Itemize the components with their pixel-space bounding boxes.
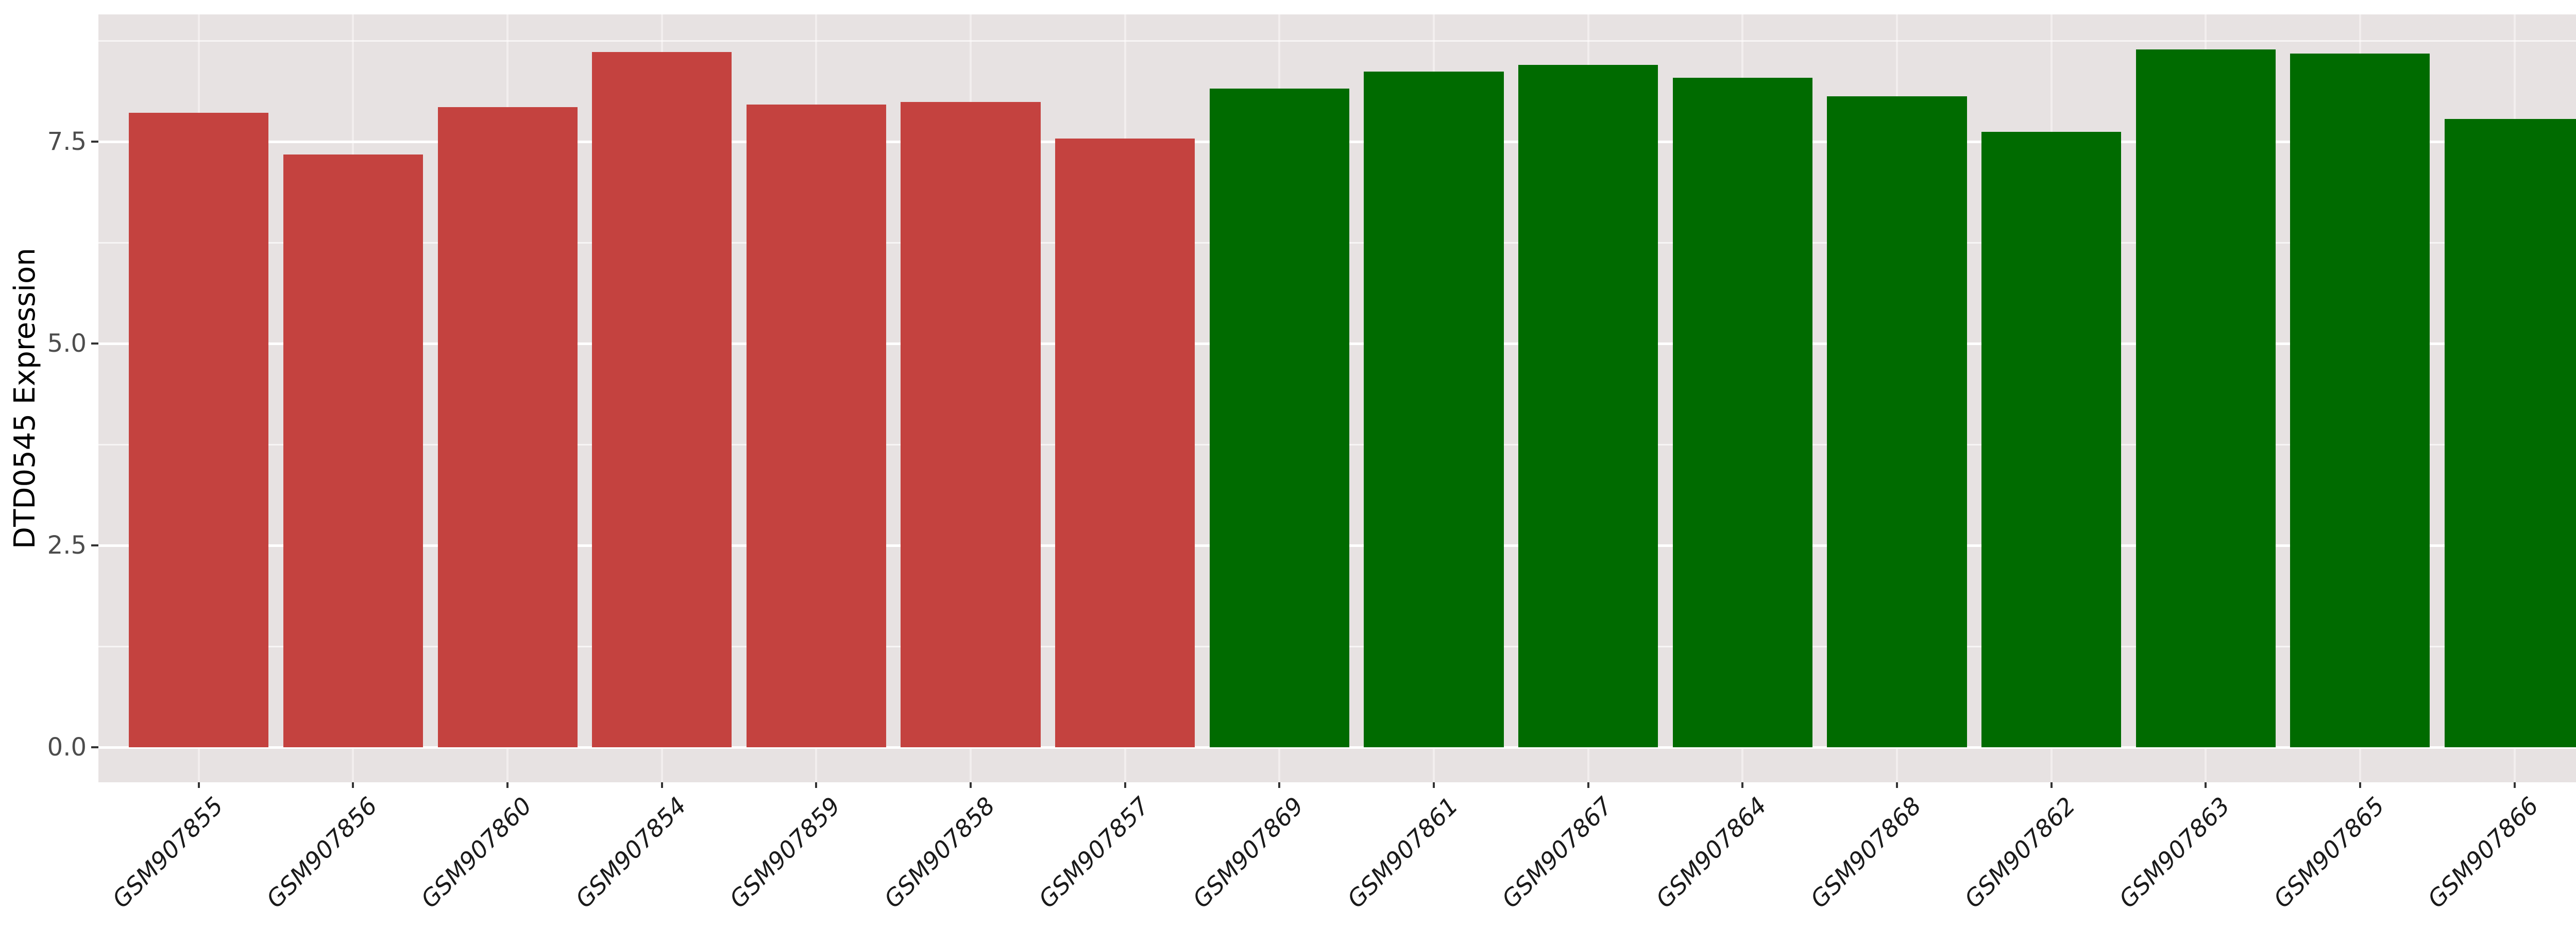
bar-GSM907869 (1209, 88, 1349, 748)
y-tick-label: 0.0 (47, 733, 87, 762)
bar-GSM907867 (1518, 65, 1658, 748)
bar-GSM907859 (746, 105, 886, 748)
x-tick-mark (660, 782, 663, 788)
y-tick-mark (91, 544, 98, 547)
x-tick-label: GSM907868 (1805, 792, 1927, 914)
x-tick-label: GSM907858 (878, 792, 1001, 914)
x-tick-mark (1895, 782, 1898, 788)
x-tick-mark (2205, 782, 2207, 788)
y-tick-mark (91, 141, 98, 143)
x-tick-mark (506, 782, 509, 788)
x-tick-mark (970, 782, 972, 788)
bar-GSM907868 (1827, 96, 1967, 748)
x-tick-label: GSM907869 (1187, 792, 1309, 914)
x-tick-mark (352, 782, 354, 788)
bar-GSM907861 (1364, 71, 1504, 748)
x-tick-mark (1124, 782, 1126, 788)
x-tick-label: GSM907864 (1650, 792, 1772, 914)
x-tick-label: GSM907866 (2422, 792, 2544, 914)
plot-panel (98, 14, 2576, 782)
x-tick-mark (1433, 782, 1435, 788)
x-tick-label: GSM907862 (1959, 792, 2081, 914)
x-tick-mark (2359, 782, 2361, 788)
minor-gridline (98, 40, 2576, 42)
x-tick-label: GSM907860 (415, 792, 537, 914)
x-tick-mark (197, 782, 200, 788)
x-tick-mark (2050, 782, 2053, 788)
x-tick-label: GSM907863 (2113, 792, 2235, 914)
y-tick-mark (91, 746, 98, 749)
y-tick-mark (91, 342, 98, 345)
bar-GSM907866 (2444, 119, 2576, 748)
x-tick-label: GSM907867 (1496, 792, 1618, 914)
bar-GSM907862 (1981, 132, 2122, 748)
x-tick-mark (1741, 782, 1744, 788)
y-tick-label: 7.5 (47, 127, 87, 157)
x-tick-label: GSM907856 (261, 792, 383, 914)
x-tick-label: GSM907865 (2267, 792, 2390, 914)
x-tick-label: GSM907859 (724, 792, 846, 914)
x-tick-mark (815, 782, 818, 788)
x-tick-label: GSM907857 (1032, 792, 1155, 914)
bar-GSM907857 (1055, 138, 1195, 748)
bar-GSM907858 (901, 102, 1041, 748)
bar-GSM907863 (2136, 49, 2276, 748)
y-tick-label: 5.0 (47, 329, 87, 358)
x-tick-label: GSM907854 (569, 792, 692, 914)
bar-GSM907855 (129, 112, 269, 748)
x-tick-label: GSM907855 (106, 792, 229, 914)
y-tick-label: 2.5 (47, 531, 87, 560)
bar-GSM907864 (1672, 78, 1812, 748)
x-tick-mark (1587, 782, 1589, 788)
x-tick-label: GSM907861 (1342, 792, 1464, 914)
bar-GSM907865 (2290, 54, 2430, 748)
x-tick-mark (2513, 782, 2516, 788)
bar-GSM907854 (592, 52, 732, 748)
bar-GSM907856 (283, 154, 423, 748)
bar-GSM907860 (437, 107, 578, 748)
x-tick-mark (1278, 782, 1281, 788)
